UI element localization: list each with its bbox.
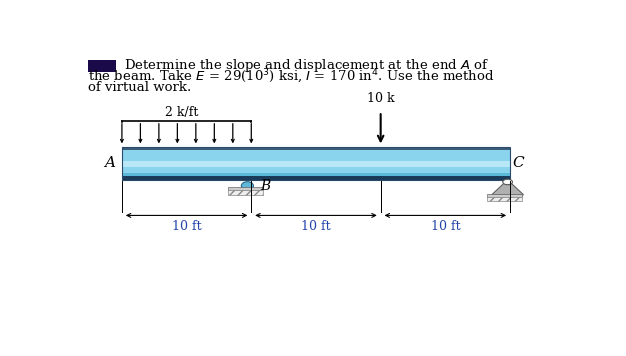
Circle shape <box>503 179 513 185</box>
Text: the beam. Take $E$ = 29(10$^3$) ksi, $I$ = 170 in$^4$. Use the method: the beam. Take $E$ = 29(10$^3$) ksi, $I$… <box>88 68 495 86</box>
Polygon shape <box>491 180 523 195</box>
Bar <box>228 190 263 195</box>
Bar <box>487 197 521 201</box>
Text: 2 k/ft: 2 k/ft <box>165 106 198 119</box>
Bar <box>228 187 263 190</box>
Text: 10 ft: 10 ft <box>431 220 460 233</box>
Bar <box>122 147 510 150</box>
Text: C: C <box>513 156 524 170</box>
Text: Determine the slope and displacement at the end $A$ of: Determine the slope and displacement at … <box>125 57 490 74</box>
Bar <box>122 161 510 167</box>
Bar <box>487 194 521 197</box>
Text: 10 ft: 10 ft <box>301 220 331 233</box>
Bar <box>122 150 510 173</box>
Bar <box>122 147 510 180</box>
Text: A: A <box>105 156 115 170</box>
Ellipse shape <box>242 182 254 190</box>
Text: B: B <box>260 179 270 193</box>
Text: of virtual work.: of virtual work. <box>88 81 191 94</box>
Text: 10 ft: 10 ft <box>172 220 202 233</box>
Bar <box>122 177 510 180</box>
Bar <box>88 60 116 72</box>
Text: 10 k: 10 k <box>367 92 394 105</box>
Bar <box>122 173 510 177</box>
